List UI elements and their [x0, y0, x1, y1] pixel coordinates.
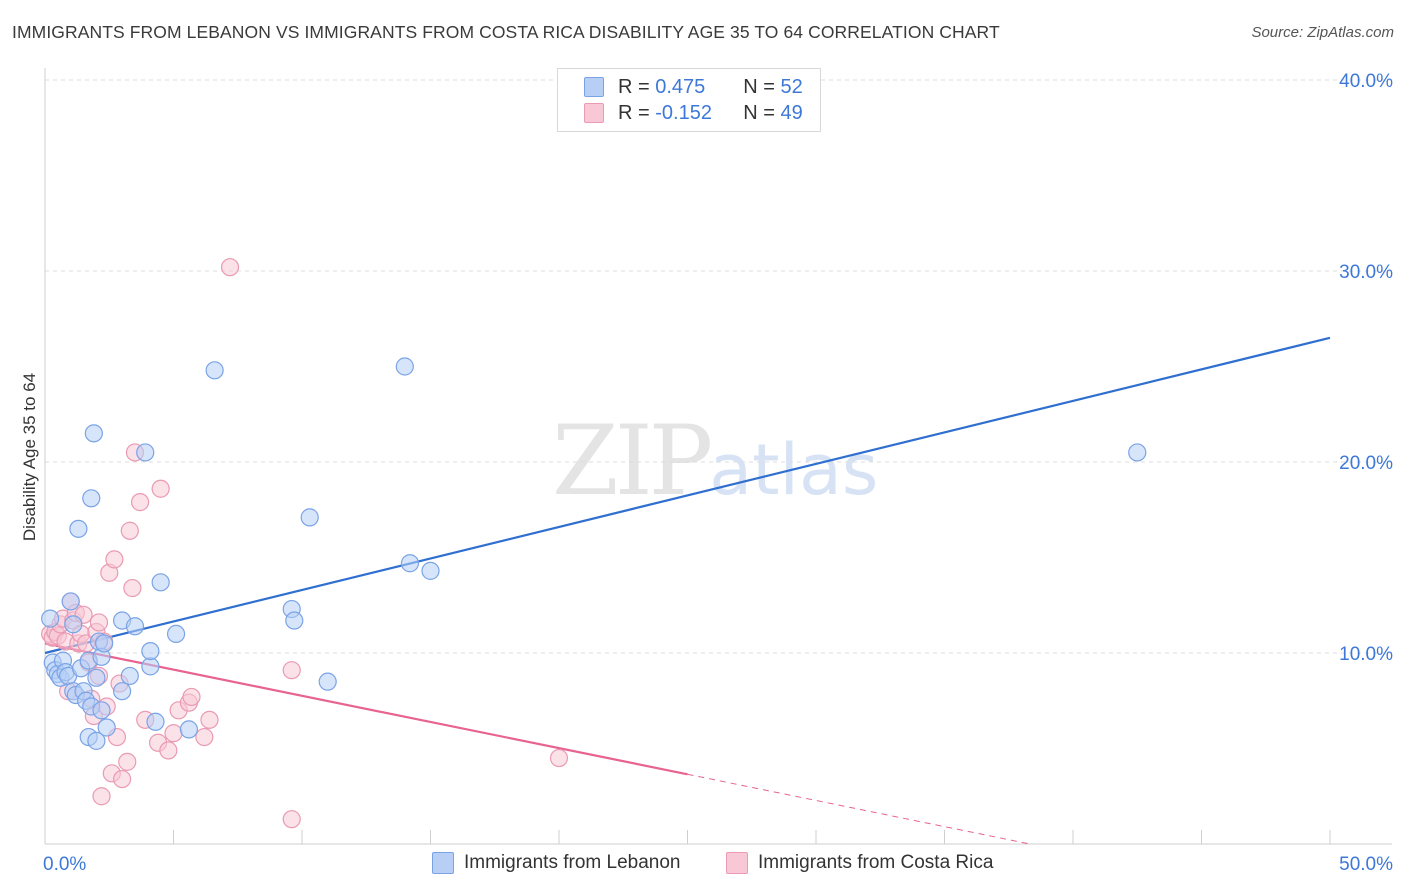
legend-swatch-pink [584, 103, 604, 123]
correlation-legend: R = 0.475 N = 52 R = -0.152 N = 49 [557, 68, 821, 132]
watermark-zip: ZIP [552, 405, 713, 517]
legend-row-lebanon: R = 0.475 N = 52 [584, 75, 803, 99]
lebanon-point [61, 592, 80, 611]
legend-row-costa-rica: R = -0.152 N = 49 [584, 101, 803, 125]
source-credit: Source: ZipAtlas.com [1251, 24, 1394, 41]
legend-n-label: N = [743, 75, 775, 98]
costa-rica-point [195, 727, 214, 747]
lebanon-point [82, 489, 101, 508]
lebanon-point [120, 666, 139, 686]
x-tick-label: 50.0% [1339, 854, 1393, 875]
grid-layer [45, 79, 1392, 654]
lebanon-point [69, 519, 88, 538]
lebanon-point [151, 573, 170, 592]
costa-rica-point [130, 493, 150, 512]
tick-label-layer: 10.0% 20.0% 30.0% 40.0% 0.0% 50.0% [43, 71, 1393, 875]
costa-rica-point [282, 810, 301, 829]
lebanon-point [136, 443, 155, 462]
lebanon-point [395, 357, 414, 376]
costa-rica-point [182, 687, 201, 707]
lebanon-point [179, 720, 199, 739]
legend-r-label: R = [618, 101, 650, 124]
lebanon-trend-line [44, 336, 1331, 655]
costa-rica-point [89, 613, 109, 632]
lebanon-point [205, 361, 224, 380]
lebanon-point [166, 624, 186, 644]
lebanon-point [92, 701, 111, 720]
legend-r-label: R = [618, 75, 650, 98]
y-tick-label: 40.0% [1339, 71, 1393, 92]
trend-line-layer [44, 336, 1331, 845]
lebanon-point [97, 718, 116, 737]
lebanon-point [125, 617, 145, 636]
costa-rica-point [112, 769, 132, 789]
y-tick-label: 20.0% [1339, 453, 1393, 474]
watermark: ZIPatlas [552, 405, 878, 517]
lebanon-point [41, 609, 60, 628]
costa-rica-trend-extension [687, 773, 1030, 845]
legend-r-value: -0.152 [655, 101, 712, 124]
lebanon-point [146, 712, 165, 731]
lebanon-point [318, 672, 337, 691]
costa-rica-point [118, 752, 137, 771]
legend-n-value: 49 [780, 101, 803, 124]
axis-layer [44, 68, 1392, 845]
y-tick-label: 30.0% [1339, 262, 1393, 283]
lebanon-point [421, 561, 440, 580]
costa-rica-point [123, 578, 142, 598]
bottom-legend-costa-rica: Immigrants from Costa Rica [726, 852, 993, 874]
costa-rica-point [282, 661, 301, 680]
point-layer [41, 258, 1147, 829]
lebanon-point [112, 682, 132, 701]
legend-r-value: 0.475 [655, 75, 706, 98]
costa-rica-point [549, 748, 569, 768]
lebanon-point [141, 657, 160, 676]
costa-rica-point [92, 787, 111, 806]
costa-rica-point [200, 710, 219, 729]
lebanon-point [300, 508, 319, 527]
costa-rica-point [159, 741, 178, 760]
lebanon-point [95, 634, 114, 653]
bottom-legend-lebanon: Immigrants from Lebanon [432, 852, 681, 874]
lebanon-point [64, 615, 83, 634]
lebanon-point [400, 554, 420, 573]
lebanon-point [87, 668, 106, 687]
bottom-legend-swatch-blue [432, 852, 454, 874]
x-tick-label: 0.0% [43, 854, 86, 875]
lebanon-point [1128, 443, 1147, 462]
costa-rica-point [120, 521, 139, 540]
bottom-legend-swatch-pink [726, 852, 748, 874]
lebanon-point [84, 424, 103, 443]
lebanon-point [87, 731, 106, 750]
costa-rica-point [105, 550, 124, 569]
lebanon-point [141, 641, 160, 661]
legend-swatch-blue [584, 77, 604, 97]
y-axis-label: Disability Age 35 to 64 [20, 372, 39, 542]
lebanon-point [285, 611, 304, 630]
costa-rica-point [164, 724, 183, 743]
y-tick-label: 10.0% [1339, 644, 1393, 665]
bottom-legend-label: Immigrants from Costa Rica [758, 852, 994, 873]
bottom-legend-label: Immigrants from Lebanon [464, 852, 681, 873]
costa-rica-point [220, 258, 240, 277]
chart-title: IMMIGRANTS FROM LEBANON VS IMMIGRANTS FR… [12, 22, 1000, 42]
costa-rica-point [151, 479, 170, 498]
legend-n-value: 52 [780, 75, 803, 98]
legend-n-label: N = [743, 101, 775, 124]
costa-rica-trend-line [44, 642, 688, 776]
